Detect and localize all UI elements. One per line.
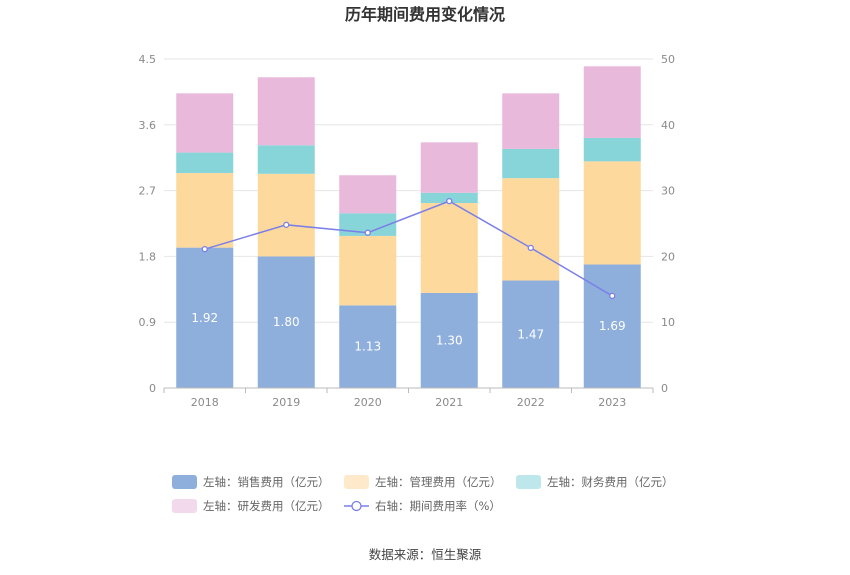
y-right-tick-label: 40 (661, 119, 675, 132)
x-tick-label: 2020 (354, 396, 382, 409)
bar-segment (339, 175, 397, 214)
y-left-tick-label: 0.9 (139, 316, 157, 329)
bar-segment (339, 305, 397, 388)
bar-segment (339, 235, 397, 306)
x-axis: 2018 2019 2020 2021 2022 2023 (163, 387, 654, 409)
rate-point (364, 229, 371, 236)
bar-segment (583, 161, 641, 265)
x-tick-label: 2021 (435, 396, 463, 409)
x-tick-label: 2018 (191, 396, 219, 409)
bar-segment (257, 173, 315, 257)
y-left-tick-label: 4.5 (139, 53, 157, 66)
y-right-tick-label: 50 (661, 53, 675, 66)
bar-value-label: 1.69 (599, 319, 626, 333)
legend-label: 右轴：期间费用率（%） (375, 499, 501, 513)
legend-swatch (344, 475, 369, 489)
bar-segment (176, 93, 234, 153)
rate-line (201, 197, 616, 300)
bar-value-label: 1.47 (517, 327, 544, 341)
bar-segment (502, 280, 560, 388)
bar-value-label: 1.92 (191, 311, 218, 325)
legend-swatch (172, 475, 197, 489)
legend-marker (351, 500, 362, 512)
rate-point (201, 246, 208, 253)
bar-segment (502, 93, 560, 149)
bar-segment (257, 77, 315, 146)
y-left-tick-label: 2.7 (139, 185, 157, 198)
x-tick-label: 2019 (272, 396, 300, 409)
bars (176, 66, 641, 388)
bar-labels: 1.92 1.80 1.13 1.30 1.47 1.69 (191, 311, 625, 354)
bar-segment (176, 152, 234, 174)
y-axis-left: 0 0.9 1.8 2.7 3.6 4.5 (139, 53, 157, 395)
y-right-tick-label: 0 (661, 382, 668, 395)
legend-swatch (516, 475, 541, 489)
y-right-tick-label: 20 (661, 250, 675, 263)
source-note: 数据来源：恒生聚源 (369, 547, 482, 562)
legend-label: 左轴：财务费用（亿元） (547, 475, 674, 489)
bar-value-label: 1.30 (436, 333, 463, 347)
bar-segment (583, 137, 641, 162)
y-right-tick-label: 30 (661, 185, 675, 198)
bar-segment (339, 213, 397, 236)
grid (164, 58, 653, 323)
bar-segment (257, 256, 315, 388)
rate-polyline (204, 200, 613, 297)
bar-segment (583, 66, 641, 138)
rate-point (527, 244, 534, 251)
x-tick-label: 2022 (517, 396, 545, 409)
legend-swatch (172, 499, 197, 513)
legend-label: 左轴：销售费用（亿元） (203, 475, 330, 489)
legend-label: 左轴：管理费用（亿元） (375, 475, 502, 489)
rate-point (446, 197, 453, 205)
bar-segment (176, 247, 234, 388)
legend-label: 左轴：研发费用（亿元） (203, 499, 330, 513)
bar-segment (502, 178, 560, 281)
y-right-tick-label: 10 (661, 316, 675, 329)
x-tick-label: 2023 (598, 396, 626, 409)
bar-segment (176, 173, 234, 248)
bar-segment (420, 192, 478, 204)
y-left-tick-label: 3.6 (139, 119, 157, 132)
y-axis-right: 0 10 20 30 40 50 (661, 53, 675, 395)
bar-segment (420, 203, 478, 293)
bar-value-label: 1.13 (354, 340, 381, 354)
y-left-tick-label: 0 (149, 382, 156, 395)
bar-segment (257, 145, 315, 174)
bar-segment (502, 148, 560, 179)
rate-point (609, 292, 616, 300)
y-left-tick-label: 1.8 (139, 250, 157, 263)
bar-segment (420, 292, 478, 388)
rate-point (283, 221, 290, 228)
bar-value-label: 1.80 (273, 315, 300, 329)
legend: 左轴：销售费用（亿元） 左轴：管理费用（亿元） 左轴：财务费用（亿元） 左轴：研发费用… (172, 475, 674, 513)
chart-title: 历年期间费用变化情况 (345, 5, 505, 24)
bar-segment (420, 142, 478, 193)
